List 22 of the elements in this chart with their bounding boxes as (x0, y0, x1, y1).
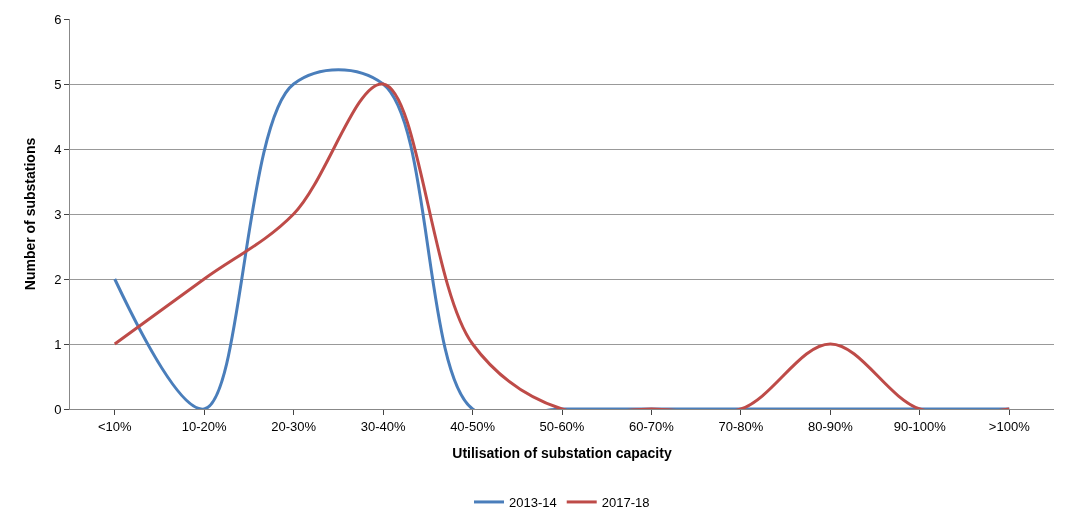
y-tick-label: 5 (54, 76, 62, 92)
legend-label: 2013-14 (509, 495, 557, 511)
legend-label: 2017-18 (601, 495, 650, 511)
y-tick-label: 6 (54, 11, 62, 27)
y-tick-label: 1 (54, 336, 62, 352)
x-tick-label: 30-40% (360, 418, 406, 434)
x-tick-label: 10-20% (181, 418, 228, 434)
x-tick-label: <10% (97, 418, 132, 434)
x-tick-label: 70-80% (718, 418, 764, 434)
x-tick-label: 90-100% (893, 418, 947, 434)
x-tick-label: 60-70% (629, 418, 675, 434)
x-tick-label: 40-50% (450, 418, 496, 434)
x-tick-label: 20-30% (271, 418, 317, 434)
y-tick-label: 0 (54, 401, 62, 417)
y-axis-title: Number of substations (21, 137, 38, 291)
x-tick-label: 50-60% (539, 418, 585, 434)
y-tick-label: 2 (54, 271, 62, 287)
x-tick-label: >100% (988, 418, 1031, 434)
y-tick-label: 4 (54, 141, 62, 157)
x-tick-label: 80-90% (807, 418, 854, 434)
x-axis-title: Utilisation of substation capacity (452, 444, 672, 461)
y-tick-label: 3 (54, 206, 62, 222)
